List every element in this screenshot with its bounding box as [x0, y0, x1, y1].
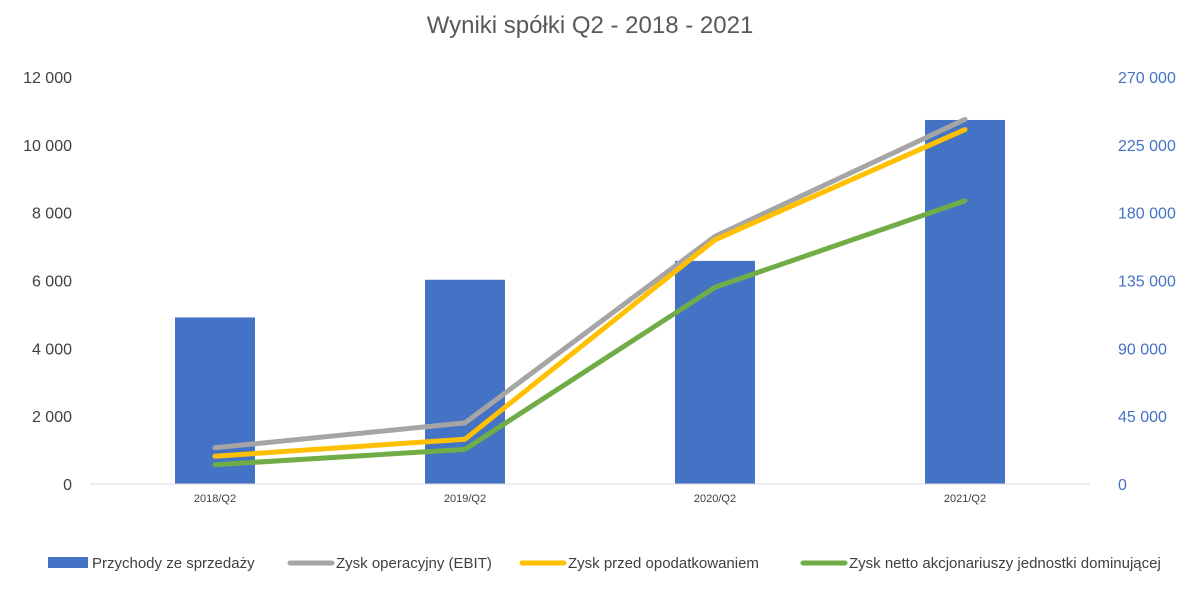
series-line	[212, 127, 968, 459]
right-axis-tick-label: 90 000	[1118, 341, 1167, 358]
left-axis-tick-label: 2 000	[32, 409, 72, 426]
right-axis-tick-label: 0	[1118, 477, 1127, 494]
bar	[175, 317, 255, 484]
left-axis-tick-label: 8 000	[32, 206, 72, 223]
left-axis-tick-label: 6 000	[32, 274, 72, 291]
right-axis-tick-label: 45 000	[1118, 409, 1167, 426]
right-axis-tick-label: 225 000	[1118, 138, 1176, 155]
left-axis-tick-label: 10 000	[23, 138, 72, 155]
x-axis-tick-label: 2019/Q2	[444, 493, 486, 505]
left-axis-tick-label: 4 000	[32, 341, 72, 358]
right-axis-tick-label: 270 000	[1118, 70, 1176, 87]
series-line	[212, 198, 968, 468]
right-axis-tick-label: 180 000	[1118, 206, 1176, 223]
x-axis-tick-label: 2021/Q2	[944, 493, 986, 505]
legend-label: Przychody ze sprzedaży	[92, 555, 255, 572]
x-axis-tick-label: 2020/Q2	[694, 493, 736, 505]
lines-layer	[212, 116, 968, 468]
right-axis-ticks: 0 45 000 90 000 135 000 180 000 225 000 270 00…	[1118, 70, 1176, 494]
left-axis-tick-label: 0	[63, 477, 72, 494]
bars-layer	[175, 119, 1005, 484]
legend-label: Zysk operacyjny (EBIT)	[336, 555, 492, 572]
bar	[675, 260, 755, 484]
legend-label: Zysk przed opodatkowaniem	[568, 555, 759, 572]
left-axis-tick-label: 12 000	[23, 70, 72, 87]
left-axis-ticks: 0 2 000 4 000 6 000 8 000 10 000 12 000	[23, 70, 72, 494]
bar	[925, 119, 1005, 484]
legend: Przychody ze sprzedaży Zysk operacyjny (E…	[48, 555, 1161, 572]
legend-label: Zysk netto akcjonariuszy jednostki domin…	[849, 555, 1161, 572]
x-axis-ticks: 2018/Q2 2019/Q2 2020/Q2 2021/Q2	[194, 493, 986, 505]
right-axis-tick-label: 135 000	[1118, 274, 1176, 291]
chart-title: Wyniki spółki Q2 - 2018 - 2021	[427, 12, 754, 39]
series-line	[212, 116, 968, 451]
legend-swatch-bar	[48, 557, 88, 568]
x-axis-tick-label: 2018/Q2	[194, 493, 236, 505]
